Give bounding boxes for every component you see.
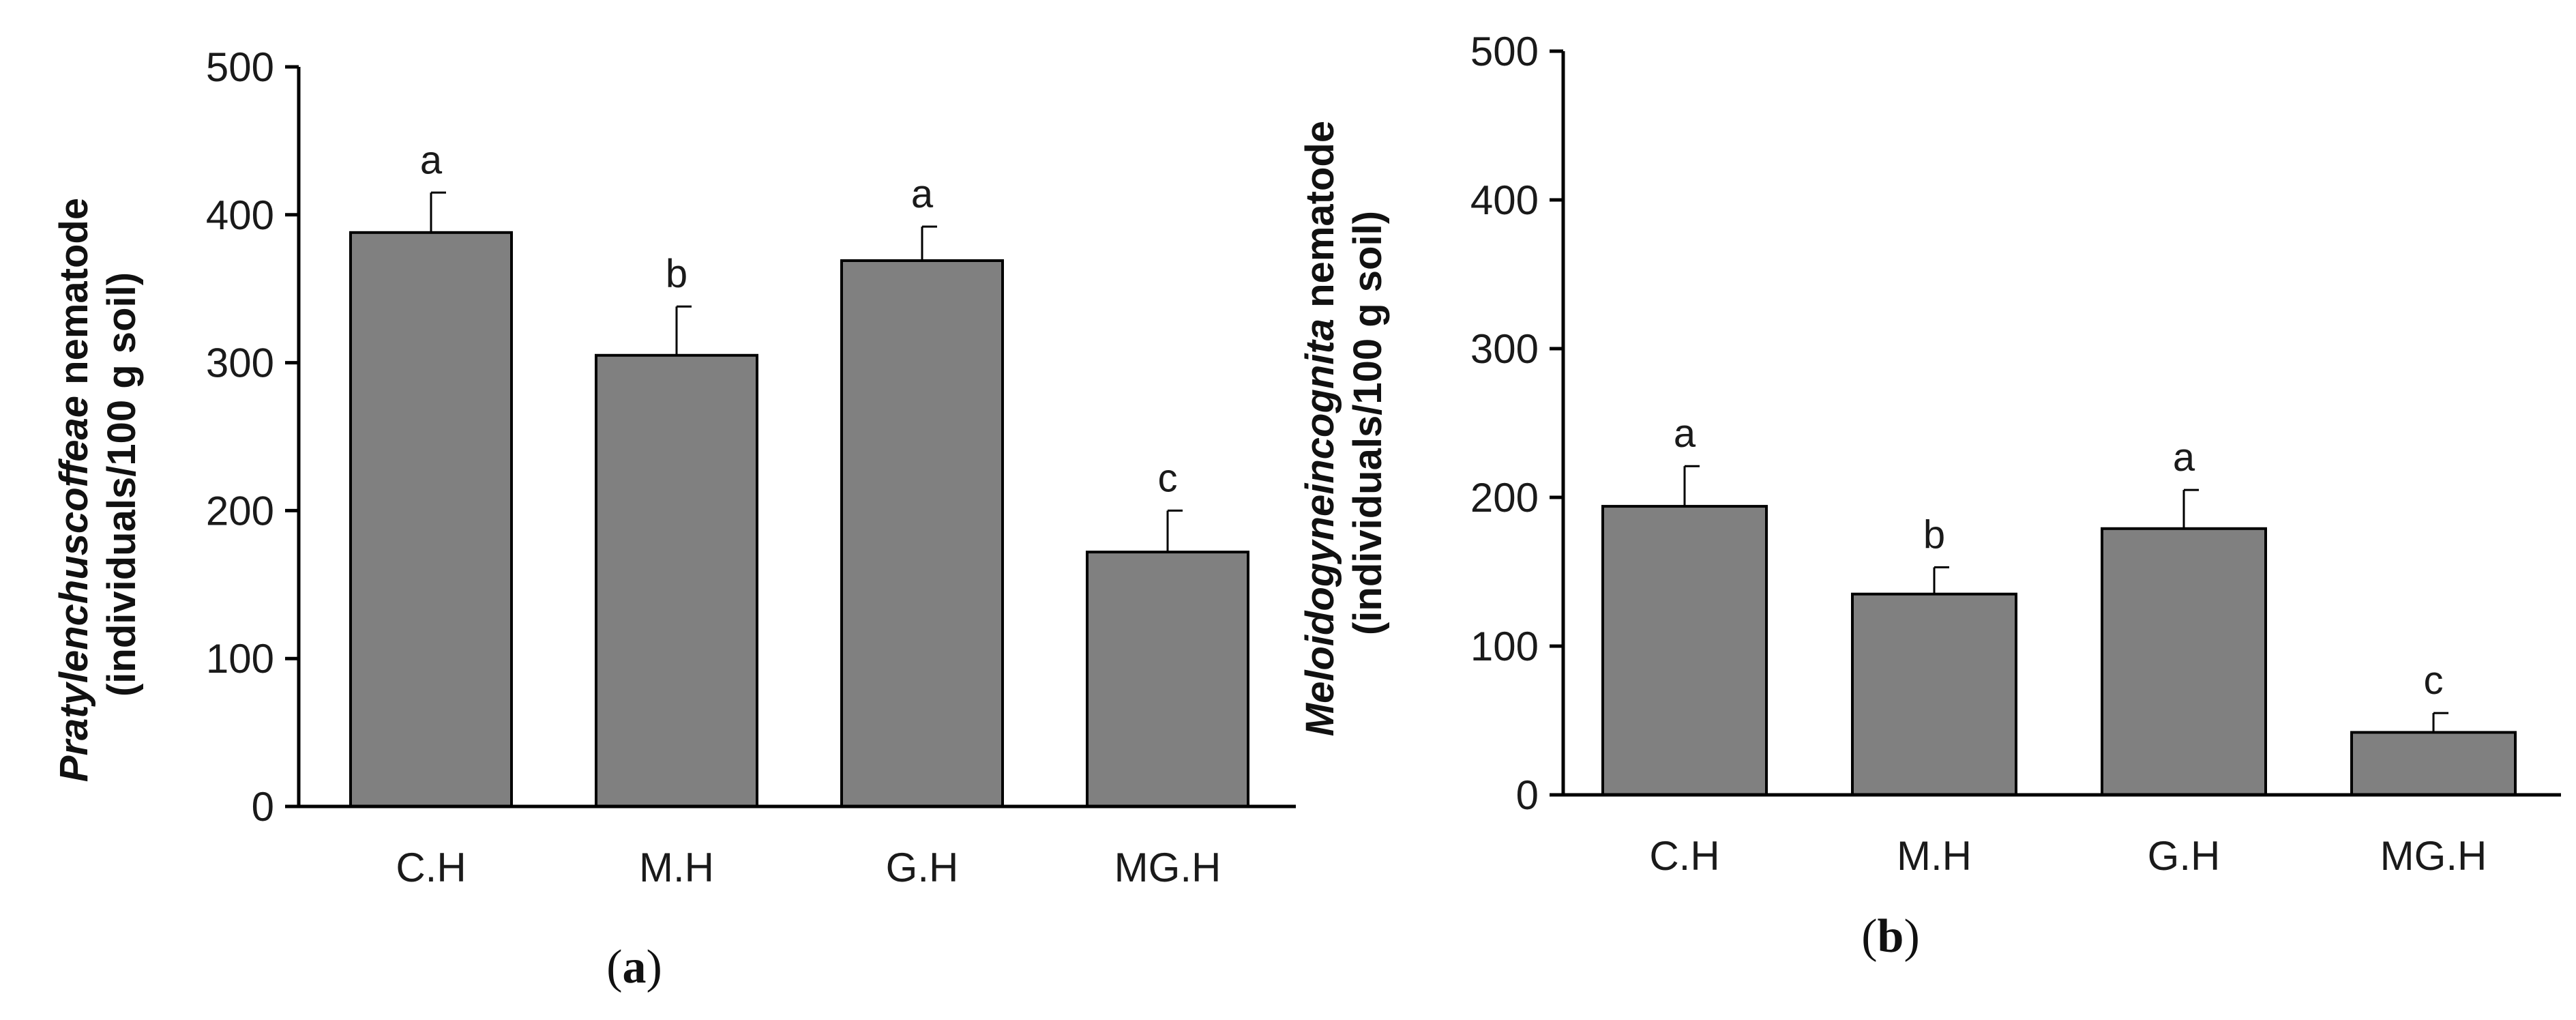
panel-a-error-bar — [921, 225, 937, 261]
panel-b-error-bars — [1683, 465, 2448, 733]
panel-b-y-tick-label: 100 — [1470, 624, 1539, 669]
panel-a-error-bar — [1166, 509, 1183, 553]
panel-a-x-tick-label: M.H — [639, 845, 714, 890]
panel-a-error-bar — [675, 305, 692, 355]
panel-a-significance-letter: b — [666, 252, 687, 296]
panel-b-bar-ch — [1601, 505, 1768, 797]
panel-a-significance-letter: a — [420, 138, 443, 182]
panel-a-y-tick-labels: 0 100 200 300 400 500 — [206, 44, 274, 830]
panel-a-significance-letter: a — [911, 172, 934, 216]
panel-b-x-tick-label: M.H — [1897, 833, 1972, 879]
panel-a-y-tick-label: 200 — [206, 488, 274, 534]
panel-b-y-tick-label: 0 — [1516, 772, 1539, 818]
panel-a-bar-ch — [349, 231, 513, 808]
panel-b-x-tick-label: C.H — [1649, 833, 1719, 879]
panel-a-significance-letter: c — [1158, 456, 1178, 500]
panel-a-y-tick-label: 100 — [206, 636, 274, 682]
panel-a-y-tick-label: 400 — [206, 192, 274, 238]
panel-b-error-bar — [1683, 465, 1700, 507]
panel-b-significance-letter: a — [2173, 435, 2195, 480]
panel-b-y-axis-title: Meloidogyneincognita nematode (individua… — [1298, 110, 1390, 736]
panel-b-label: (b) — [1861, 910, 1920, 963]
panel-b-x-tick-label: G.H — [2148, 833, 2221, 879]
panel-a-bars — [349, 231, 1249, 808]
panel-a-y-tick-label: 500 — [206, 44, 274, 90]
panel-a-x-tick-label: C.H — [396, 845, 466, 890]
panel-b-bars — [1601, 505, 2517, 797]
panel-a-x-tick-label: MG.H — [1114, 845, 1222, 890]
panel-b-y-tick-label: 300 — [1470, 326, 1539, 372]
panel-b-significance-letter: a — [1674, 411, 1696, 456]
panel-a-bar-mh — [595, 353, 758, 808]
panel-a-significance-letters: a b a c — [420, 138, 1178, 500]
panel-b: a b a c 0 100 200 300 400 500 C.H M.H G.H MG.H Melo… — [1298, 29, 2561, 963]
panel-a-error-bars — [430, 191, 1183, 553]
panel-b-significance-letter: b — [1923, 512, 1945, 557]
panel-b-x-tick-label: MG.H — [2380, 833, 2487, 879]
panel-b-significance-letters: a b a c — [1674, 411, 2444, 703]
panel-a-label: (a) — [606, 941, 662, 993]
panel-b-significance-letter: c — [2424, 658, 2444, 703]
panel-b-y-tick-label: 500 — [1470, 29, 1539, 74]
panel-b-error-bar — [2432, 712, 2448, 733]
panel-b-error-bar — [1933, 566, 1949, 594]
panel-b-bar-mh — [1851, 592, 2017, 796]
panel-a-axes — [285, 65, 1296, 808]
panel-a-y-axis-title: Pratylenchuscoffeae nematode (individual… — [52, 187, 144, 782]
panel-b-y-tick-label: 200 — [1470, 475, 1539, 521]
panel-a-y-tick-label: 0 — [252, 784, 274, 830]
panel-a-bar-gh — [840, 259, 1004, 808]
panel-b-axes — [1550, 49, 2561, 797]
panel-a-x-tick-label: G.H — [886, 845, 959, 890]
panel-b-bar-gh — [2101, 527, 2267, 797]
panel-b-error-bar — [2182, 489, 2199, 529]
panel-b-x-tick-labels: C.H M.H G.H MG.H — [1649, 833, 2487, 879]
panel-a: a b a c 0 100 200 300 400 500 C.H M.H G.H MG.H Prat… — [52, 44, 1296, 993]
panel-a-x-tick-labels: C.H M.H G.H MG.H — [396, 845, 1221, 890]
panel-a-error-bar — [430, 191, 446, 233]
panel-a-y-tick-label: 300 — [206, 340, 274, 386]
panel-a-bar-mgh — [1086, 551, 1249, 808]
panel-b-bar-mgh — [2350, 731, 2517, 796]
panel-b-y-tick-label: 400 — [1470, 177, 1539, 223]
panel-b-y-tick-labels: 0 100 200 300 400 500 — [1470, 29, 1539, 818]
